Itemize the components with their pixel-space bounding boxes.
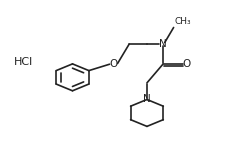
Text: N: N: [159, 39, 166, 49]
Text: N: N: [143, 95, 151, 104]
Text: O: O: [110, 59, 118, 69]
Text: CH₃: CH₃: [175, 17, 191, 26]
Text: HCl: HCl: [14, 57, 33, 66]
Text: O: O: [183, 59, 191, 69]
